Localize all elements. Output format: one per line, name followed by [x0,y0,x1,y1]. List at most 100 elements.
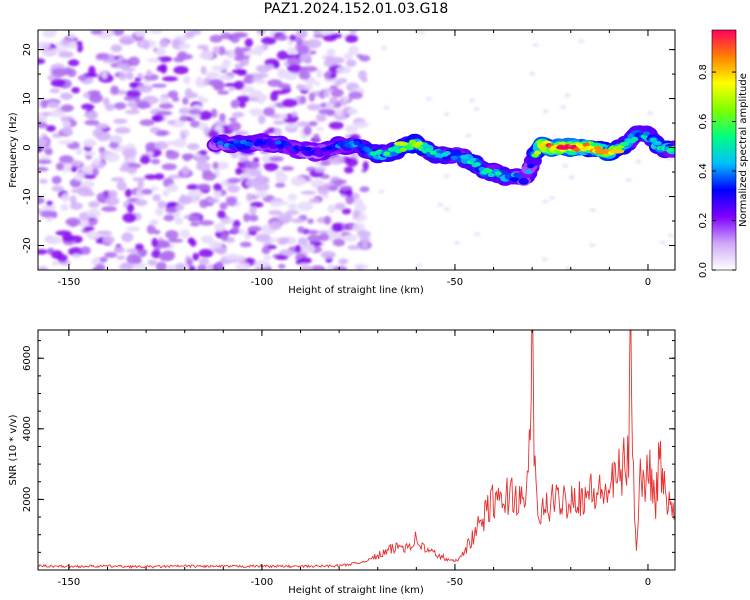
noise-blob [125,109,140,115]
noise-blob [95,263,106,270]
noise-blob [150,186,159,191]
noise-blob [197,44,209,50]
noise-blob [287,47,298,55]
noise-blob [244,74,254,81]
noise-blob [119,71,126,81]
noise-blob [343,53,353,60]
noise-blob [205,197,220,204]
noise-blob [542,199,549,204]
noise-blob [156,110,173,116]
noise-blob [38,249,48,255]
noise-blob [157,130,169,137]
noise-blob [51,47,67,53]
noise-blob [179,115,189,122]
noise-blob [152,194,161,202]
noise-blob [234,63,243,70]
noise-blob [78,220,90,228]
noise-blob [562,163,569,168]
noise-blob [312,30,322,35]
noise-blob [179,194,188,205]
ridge-cell [487,172,495,178]
ridge-cell [365,148,372,153]
noise-blob [270,92,279,102]
noise-blob [560,105,567,110]
noise-blob [328,185,339,192]
noise-blob [247,49,262,55]
noise-blob [383,105,390,110]
noise-blob [308,198,320,204]
y-tick-label: 2000 [22,487,33,512]
noise-blob [200,235,214,244]
noise-blob [221,232,229,242]
noise-blob [57,140,74,145]
noise-blob [199,51,214,60]
noise-blob [238,50,245,58]
noise-blob [92,158,100,166]
noise-blob [216,246,227,255]
noise-blob [249,201,264,208]
noise-blob [343,234,358,242]
noise-blob [331,222,343,233]
noise-blob [80,180,95,188]
noise-blob [313,133,320,140]
ridge-cell [642,131,650,136]
noise-blob [361,240,368,250]
noise-blob [313,33,325,38]
noise-blob [61,193,70,203]
x-tick-label: -50 [447,277,463,288]
figure-title: PAZ1.2024.152.01.03.G18 [263,1,449,17]
colorbar-tick-label: 0.0 [698,262,709,278]
noise-blob [329,96,339,105]
noise-blob [212,161,220,170]
noise-blob [289,34,297,42]
noise-blob [38,159,52,165]
noise-blob [315,113,327,122]
noise-blob [83,226,95,232]
ridge-cell [415,141,423,146]
noise-blob [322,91,330,98]
noise-blob [188,214,201,221]
ridge-cell [485,168,493,173]
spectrogram-frame [37,29,676,271]
noise-blob [134,30,147,37]
colorbar-label: Normalized spectral amplitude [738,73,749,227]
noise-blob [189,239,197,247]
noise-blob [228,87,235,91]
noise-blob [188,108,201,115]
noise-blob [329,73,337,79]
noise-blob [299,54,312,63]
noise-blob [340,185,353,191]
noise-blob [77,74,88,81]
noise-blob [38,41,51,50]
noise-blob [124,188,132,198]
noise-blob [231,111,245,118]
ridge-cell [344,142,352,148]
noise-blob [38,197,45,205]
noise-blob [96,230,113,236]
noise-blob [578,39,585,44]
noise-blob [529,71,536,76]
noise-blob [142,39,150,50]
noise-blob [85,141,97,147]
noise-blob [352,209,360,219]
noise-blob [625,177,632,182]
ridge-cell [573,147,581,152]
noise-blob [291,111,298,117]
noise-blob [243,213,251,223]
x-tick-label: -50 [447,577,463,588]
noise-blob [51,68,67,77]
noise-blob [86,208,101,219]
noise-blob [125,226,141,232]
noise-blob [122,213,137,223]
ridge-cell [425,147,433,153]
noise-blob [332,265,348,270]
noise-blob [88,65,96,76]
noise-blob [159,39,169,48]
noise-blob [291,218,305,224]
noise-blob [47,101,60,108]
noise-blob [167,183,179,193]
noise-blob [199,199,209,209]
spectrogram-x-axis-label: Height of straight line (km) [288,285,424,296]
noise-blob [241,58,250,66]
noise-blob [296,83,305,91]
